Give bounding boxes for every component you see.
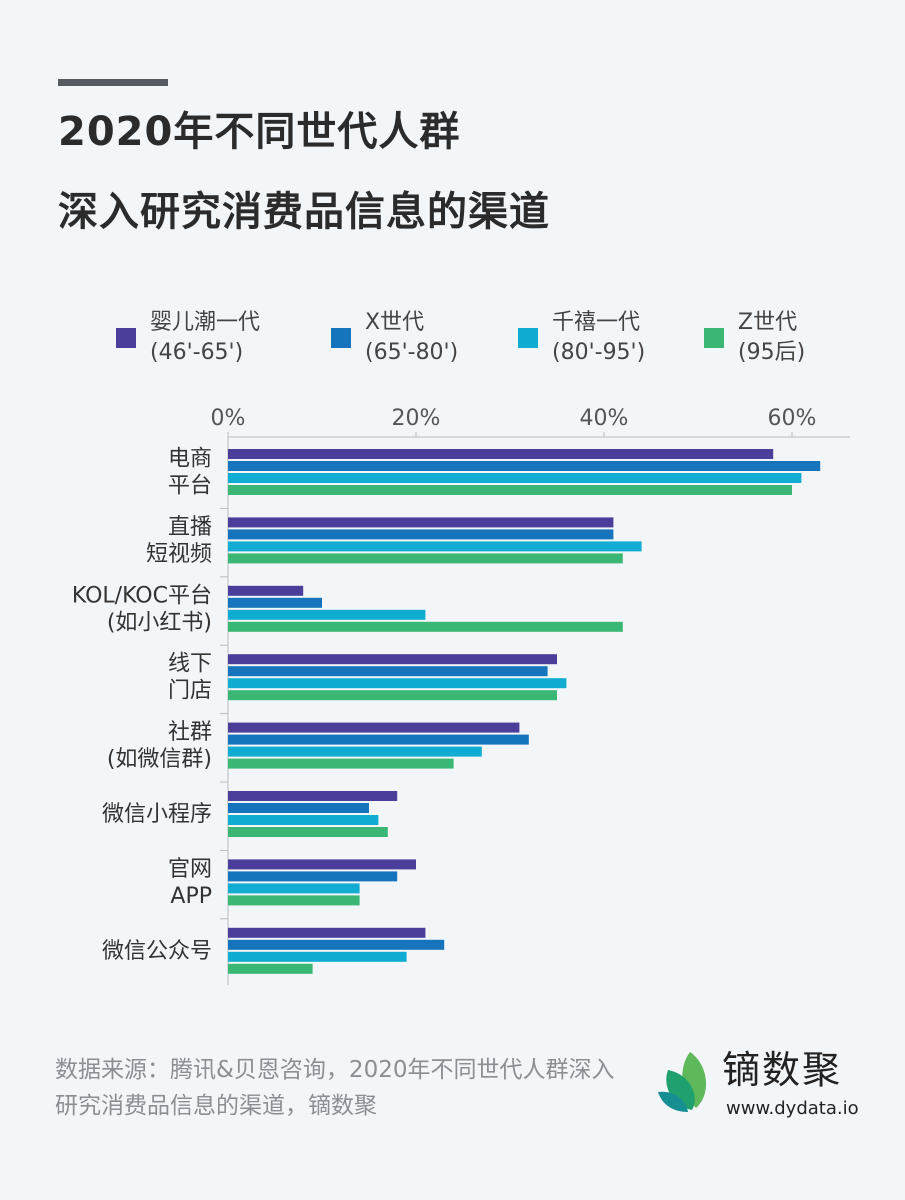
legend-label: 婴儿潮一代 bbox=[150, 310, 261, 335]
legend-label: 千禧一代 bbox=[552, 310, 641, 335]
bar-5-2 bbox=[228, 815, 379, 825]
category-label: 微信小程序 bbox=[102, 802, 212, 827]
bar-7-0 bbox=[228, 927, 426, 938]
bar-6-1 bbox=[228, 871, 398, 882]
legend-item-gen-x: X世代 (65'-80') bbox=[331, 308, 458, 368]
bar-1-0 bbox=[228, 517, 614, 528]
legend-swatch bbox=[518, 328, 538, 348]
legend-sublabel: (95后) bbox=[738, 340, 806, 365]
bar-2-1 bbox=[228, 597, 322, 608]
title-line-1: 2020年不同世代人群 bbox=[58, 109, 461, 155]
legend-label: X世代 bbox=[365, 310, 425, 335]
category-label: 直播 bbox=[168, 515, 212, 540]
bar-6-0 bbox=[228, 859, 416, 870]
bar-4-2 bbox=[228, 746, 482, 757]
legend-item-boomers: 婴儿潮一代 (46'-65') bbox=[116, 308, 260, 368]
legend-swatch bbox=[704, 328, 724, 348]
category-label: 门店 bbox=[168, 679, 212, 704]
bar-6-2 bbox=[228, 883, 360, 894]
legend-sublabel: (80'-95') bbox=[552, 340, 646, 365]
bar-4-3 bbox=[228, 758, 454, 769]
bar-0-1 bbox=[228, 461, 821, 471]
bar-5-3 bbox=[228, 827, 388, 837]
category-label: 微信公众号 bbox=[102, 939, 212, 964]
bar-5-1 bbox=[228, 803, 369, 813]
bar-5-0 bbox=[228, 791, 398, 801]
category-label: 电商 bbox=[168, 447, 212, 472]
brand-url: www.dydata.io bbox=[726, 1098, 859, 1119]
bar-0-3 bbox=[228, 485, 792, 495]
legend-sublabel: (65'-80') bbox=[365, 340, 459, 365]
bar-0-0 bbox=[228, 449, 774, 459]
bar-2-2 bbox=[228, 609, 426, 620]
bar-4-0 bbox=[228, 722, 520, 733]
bar-7-2 bbox=[228, 951, 407, 962]
category-label: 官网 bbox=[168, 857, 212, 882]
bar-7-1 bbox=[228, 939, 445, 950]
category-label: 社群 bbox=[168, 720, 212, 745]
legend-item-millennials: 千禧一代 (80'-95') bbox=[518, 308, 645, 368]
x-tick-label: 0% bbox=[211, 406, 246, 431]
legend-swatch bbox=[331, 328, 351, 348]
bar-7-3 bbox=[228, 963, 313, 974]
x-tick-label: 20% bbox=[392, 406, 441, 431]
bar-4-1 bbox=[228, 734, 529, 745]
legend-label: Z世代 bbox=[738, 310, 798, 335]
category-label: KOL/KOC平台 bbox=[72, 583, 212, 608]
category-label: (如小红书) bbox=[107, 610, 212, 635]
source-note: 数据来源：腾讯&贝恩咨询，2020年不同世代人群深入研究消费品信息的渠道，镝数聚 bbox=[55, 1057, 615, 1119]
category-label: (如微信群) bbox=[107, 747, 212, 772]
legend-sublabel: (46'-65') bbox=[150, 340, 244, 365]
bar-2-0 bbox=[228, 585, 304, 596]
bar-2-3 bbox=[228, 621, 623, 632]
x-tick-label: 60% bbox=[768, 406, 817, 431]
category-label: 线下 bbox=[168, 652, 212, 677]
title-accent-bar bbox=[58, 79, 168, 86]
bar-3-3 bbox=[228, 690, 557, 701]
bar-1-1 bbox=[228, 529, 614, 540]
bar-0-2 bbox=[228, 473, 802, 483]
x-tick-label: 40% bbox=[580, 406, 629, 431]
category-label: APP bbox=[170, 884, 212, 909]
legend-swatch bbox=[116, 328, 136, 348]
logo-leaf-icon bbox=[658, 1052, 707, 1112]
bar-1-3 bbox=[228, 553, 623, 564]
category-label: 短视频 bbox=[146, 542, 212, 567]
bar-3-2 bbox=[228, 678, 567, 689]
bar-3-0 bbox=[228, 654, 557, 665]
bar-3-1 bbox=[228, 666, 548, 677]
category-label: 平台 bbox=[168, 474, 212, 499]
title-line-2: 深入研究消费品信息的渠道 bbox=[58, 189, 550, 235]
bar-1-2 bbox=[228, 541, 642, 552]
legend-item-gen-z: Z世代 (95后) bbox=[704, 308, 805, 368]
brand-name: 镝数聚 bbox=[722, 1048, 843, 1092]
bar-6-3 bbox=[228, 895, 360, 906]
